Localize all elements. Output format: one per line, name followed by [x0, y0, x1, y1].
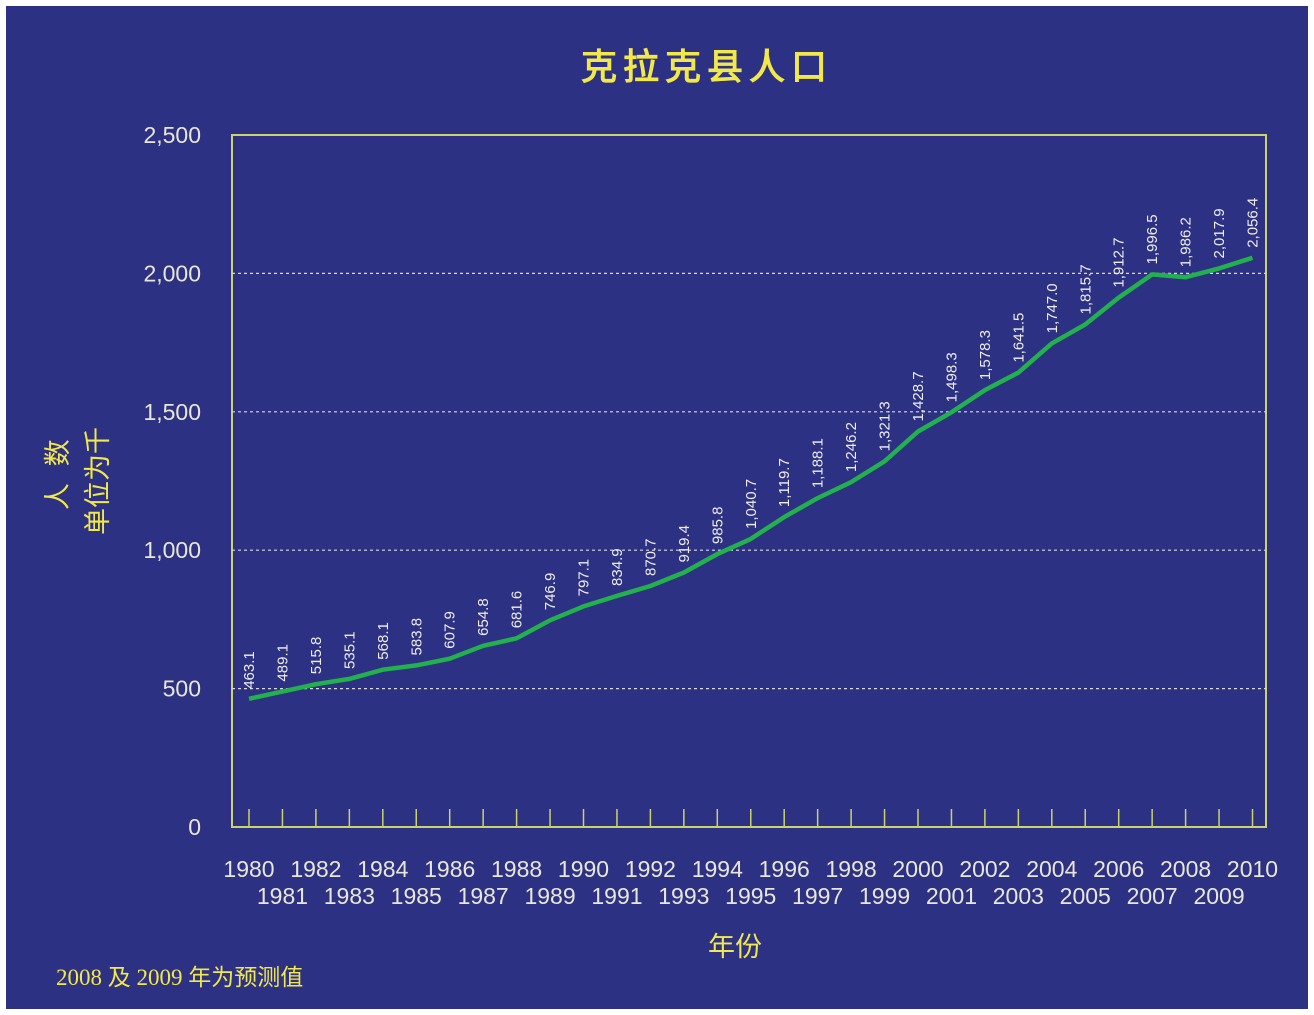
x-tick-label: 1993 — [658, 883, 709, 909]
data-label: 1,321.3 — [877, 401, 894, 451]
x-tick-label: 2008 — [1160, 856, 1211, 882]
data-label: 1,578.3 — [977, 330, 994, 380]
data-label: 1,996.5 — [1144, 214, 1161, 264]
data-label: 746.9 — [542, 573, 559, 611]
y-tick-label: 1,500 — [143, 399, 201, 425]
x-tick-label: 1999 — [859, 883, 910, 909]
x-tick-label: 1980 — [223, 856, 274, 882]
data-label: 834.9 — [609, 548, 626, 586]
x-tick-label: 1995 — [725, 883, 776, 909]
x-tick-label: 2000 — [892, 856, 943, 882]
data-label: 515.8 — [308, 637, 325, 675]
data-label: 1,912.7 — [1111, 238, 1128, 288]
x-tick-label: 1996 — [759, 856, 810, 882]
data-label: 985.8 — [709, 507, 726, 545]
data-label: 463.1 — [241, 651, 258, 689]
x-tick-label: 2010 — [1227, 856, 1278, 882]
data-label: 919.4 — [676, 525, 693, 563]
x-tick-label: 1981 — [257, 883, 308, 909]
data-label: 489.1 — [274, 644, 291, 682]
data-label: 681.6 — [509, 591, 526, 629]
y-tick-label: 1,000 — [143, 537, 201, 563]
x-tick-label: 2002 — [959, 856, 1010, 882]
x-tick-label: 1985 — [391, 883, 442, 909]
y-tick-label: 2,000 — [143, 260, 201, 286]
data-label: 1,119.7 — [776, 458, 793, 507]
chart-title: 克拉克县人口 — [580, 46, 833, 88]
data-label: 797.1 — [575, 559, 592, 597]
x-tick-label: 2007 — [1127, 883, 1178, 909]
x-tick-label: 2005 — [1060, 883, 1111, 909]
data-label: 2,056.4 — [1244, 198, 1261, 248]
x-tick-label: 2003 — [993, 883, 1044, 909]
forecast-note: 2008 及 2009 年为预测值 — [56, 965, 304, 990]
chart-panel — [6, 6, 1308, 1009]
x-tick-label: 1994 — [692, 856, 743, 882]
y-tick-label: 2,500 — [143, 122, 201, 148]
y-tick-label: 500 — [163, 676, 201, 702]
x-tick-label: 2004 — [1026, 856, 1077, 882]
x-tick-label: 1997 — [792, 883, 843, 909]
x-tick-label: 1990 — [558, 856, 609, 882]
x-tick-label: 1991 — [591, 883, 642, 909]
data-label: 1,428.7 — [910, 371, 927, 421]
x-tick-label: 1992 — [625, 856, 676, 882]
data-label: 583.8 — [408, 618, 425, 656]
data-label: 535.1 — [341, 631, 358, 669]
data-label: 1,815.7 — [1077, 264, 1094, 314]
y-tick-label: 0 — [188, 814, 201, 840]
x-tick-label: 1983 — [324, 883, 375, 909]
x-axis-label: 年份 — [708, 932, 762, 963]
x-tick-label: 1984 — [357, 856, 408, 882]
data-label: 1,246.2 — [843, 422, 860, 472]
data-label: 1,986.2 — [1178, 217, 1195, 267]
x-tick-label: 1986 — [424, 856, 475, 882]
population-line — [248, 255, 1254, 701]
data-label: 1,641.5 — [1010, 313, 1027, 363]
data-label: 1,747.0 — [1044, 283, 1061, 333]
x-tick-label: 2001 — [926, 883, 977, 909]
data-label: 607.9 — [442, 611, 459, 649]
data-label: 654.8 — [475, 598, 492, 636]
x-tick-label: 1987 — [458, 883, 509, 909]
data-label: 1,498.3 — [943, 352, 960, 402]
plot-frame — [231, 134, 1267, 828]
data-label: 2,017.9 — [1211, 208, 1228, 258]
data-label: 568.1 — [375, 622, 392, 660]
x-tick-label: 2006 — [1093, 856, 1144, 882]
data-label: 870.7 — [642, 538, 659, 576]
x-tick-label: 1982 — [290, 856, 341, 882]
data-label: 1,188.1 — [810, 438, 827, 488]
x-tick-label: 2009 — [1193, 883, 1244, 909]
x-tick-label: 1989 — [524, 883, 575, 909]
x-tick-label: 1998 — [826, 856, 877, 882]
x-tick-label: 1988 — [491, 856, 542, 882]
data-label: 1,040.7 — [743, 479, 760, 529]
